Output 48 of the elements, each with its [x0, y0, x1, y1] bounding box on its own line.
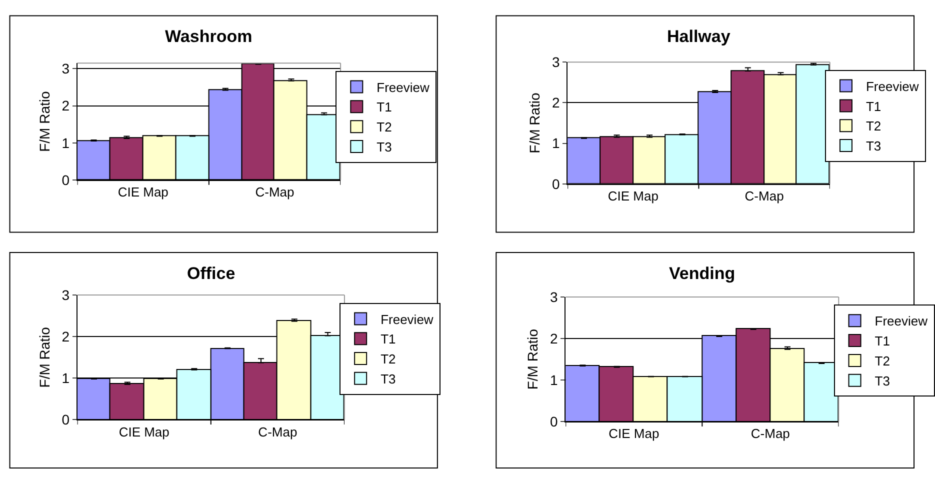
y-axis-title: F/M Ratio [36, 326, 52, 388]
chart-title: Vending [669, 264, 736, 283]
legend-label: T1 [866, 98, 882, 114]
y-tick-label: 1 [62, 134, 70, 151]
x-tick-label: CIE Map [608, 188, 658, 204]
legend-label: T1 [380, 332, 396, 347]
x-tick-label: C-Map [744, 188, 784, 204]
legend-label: Freeview [866, 78, 920, 94]
y-tick-label: 0 [62, 412, 70, 428]
y-tick-label: 3 [62, 286, 70, 303]
legend-label: T1 [376, 100, 392, 115]
x-tick-label: CIE Map [608, 426, 660, 442]
y-tick-label: 0 [552, 176, 560, 192]
legend-label: T3 [380, 371, 396, 386]
y-tick-label: 0 [62, 172, 70, 188]
legend-label: T2 [874, 354, 890, 369]
x-tick-label: C-Map [750, 426, 790, 442]
legend-label: T1 [874, 334, 890, 349]
legend-label: T3 [866, 138, 882, 154]
y-axis-title: F/M Ratio [526, 92, 543, 154]
y-tick-label: 2 [62, 328, 70, 344]
chart-title: Washroom [165, 27, 252, 46]
legend-label: Freeview [376, 80, 430, 95]
y-axis-title: F/M Ratio [524, 328, 541, 390]
y-tick-label: 1 [550, 372, 558, 388]
legend-label: T2 [866, 118, 882, 134]
y-axis-title: F/M Ratio [36, 91, 52, 152]
y-tick-label: 2 [552, 94, 560, 111]
y-tick-label: 2 [550, 330, 558, 346]
x-tick-label: CIE Map [118, 184, 168, 200]
x-tick-label: CIE Map [118, 424, 170, 440]
legend-label: T2 [380, 352, 396, 367]
chart-title: Office [187, 264, 236, 283]
y-tick-label: 3 [552, 54, 560, 70]
legend-label: Freeview [380, 312, 434, 327]
x-tick-label: C-Map [258, 424, 298, 440]
legend-label: T3 [376, 140, 392, 155]
chart-title: Hallway [667, 27, 731, 46]
x-tick-label: C-Map [255, 184, 294, 200]
y-tick-label: 2 [62, 98, 70, 114]
y-tick-label: 3 [62, 60, 70, 77]
legend-label: T2 [376, 120, 392, 135]
y-tick-label: 1 [552, 135, 560, 152]
y-tick-label: 0 [550, 414, 558, 430]
legend-label: Freeview [874, 314, 928, 329]
legend-label: T3 [874, 373, 890, 388]
y-tick-label: 3 [550, 288, 558, 305]
y-tick-label: 1 [62, 370, 70, 386]
